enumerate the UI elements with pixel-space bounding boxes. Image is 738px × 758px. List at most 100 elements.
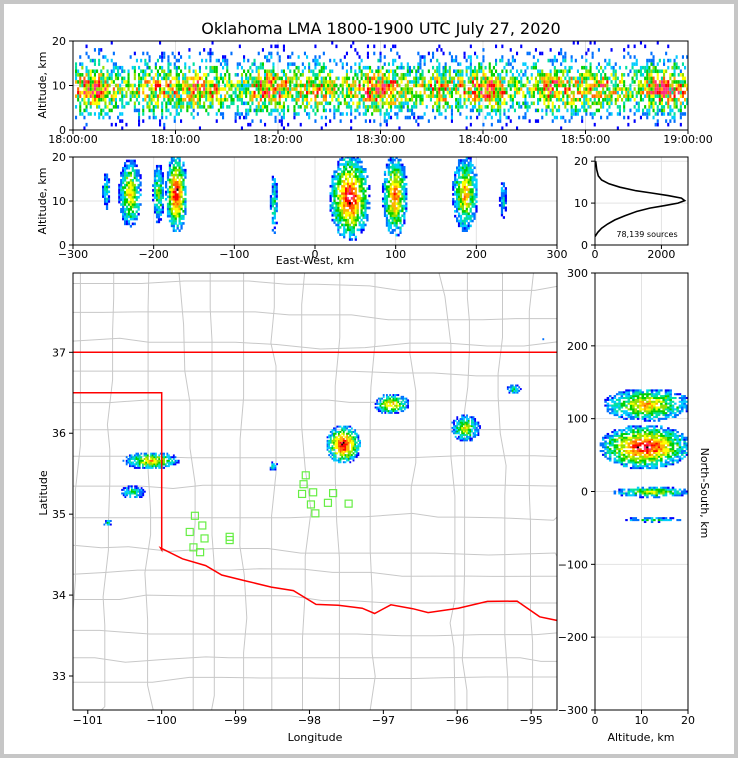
time-height-cell — [312, 87, 315, 91]
time-height-cell — [679, 112, 682, 116]
time-height-cell — [444, 62, 447, 66]
time-height-cell — [293, 87, 296, 91]
ew-source-cell — [457, 164, 461, 167]
county-line — [497, 273, 509, 710]
time-height-cell — [639, 90, 642, 95]
time-height-cell — [383, 90, 386, 95]
time-height-cell — [560, 69, 563, 74]
time-height-cell — [352, 101, 355, 106]
time-height-cell — [442, 65, 445, 70]
ew-source-cell — [399, 166, 402, 169]
ew-source-cell — [393, 170, 396, 174]
time-height-cell — [539, 97, 542, 102]
time-height-cell — [337, 94, 340, 98]
time-height-cell — [240, 83, 243, 88]
ew-source-cell — [457, 207, 461, 211]
ew-source-cell — [395, 178, 398, 181]
ew-source-cell — [387, 207, 390, 210]
time-height-cell — [555, 90, 558, 95]
plan-source-cell — [156, 463, 159, 466]
time-height-cell — [597, 62, 600, 66]
time-height-cell — [396, 51, 399, 56]
time-height-cell — [547, 80, 550, 84]
time-height-cell — [121, 65, 124, 70]
time-height-cell — [341, 76, 344, 81]
time-height-cell — [555, 73, 558, 77]
ew-source-cell — [399, 199, 402, 203]
time-height-cell — [268, 76, 271, 81]
ew-source-cell — [273, 190, 276, 193]
ew-source-cell — [461, 224, 465, 228]
time-height-cell — [287, 122, 290, 127]
ew-source-cell — [168, 202, 172, 206]
plan-source-cell — [163, 466, 165, 469]
time-height-cell — [509, 69, 512, 74]
ew-source-cell — [473, 178, 476, 182]
time-height-cell — [576, 80, 579, 84]
time-height-cell — [434, 87, 437, 91]
time-height-cell — [606, 101, 609, 106]
ew-source-cell — [457, 166, 461, 170]
time-height-cell — [106, 76, 109, 81]
plan-source-cell — [145, 459, 148, 462]
time-height-cell — [350, 97, 353, 102]
ew-source-cell — [502, 204, 506, 207]
time-height-cell — [127, 87, 130, 91]
time-height-cell — [182, 105, 185, 109]
time-height-cell — [488, 62, 491, 66]
time-height-cell — [492, 108, 495, 113]
time-height-cell — [217, 101, 220, 106]
time-height-cell — [589, 73, 592, 77]
time-height-cell — [81, 80, 84, 84]
time-height-cell — [476, 97, 479, 102]
ew-source-cell — [161, 208, 164, 212]
time-height-cell — [127, 80, 130, 84]
time-height-cell — [490, 97, 493, 102]
time-height-cell — [138, 80, 141, 84]
time-height-cell — [276, 90, 279, 95]
time-height-cell — [270, 51, 273, 56]
plan-source-cell — [158, 454, 161, 457]
time-height-cell — [675, 80, 678, 84]
time-height-cell — [595, 76, 598, 81]
ew-source-cell — [331, 206, 334, 210]
ew-source-cell — [273, 216, 276, 220]
ew-source-cell — [391, 168, 394, 172]
ew-source-cell — [385, 216, 389, 220]
time-height-cell — [230, 94, 233, 98]
time-height-cell — [612, 83, 615, 88]
ew-source-cell — [471, 164, 474, 167]
ew-source-cell — [159, 191, 163, 195]
ew-source-cell — [133, 191, 136, 194]
ew-source-cell — [356, 228, 359, 232]
ew-source-cell — [178, 180, 181, 184]
time-height-cell — [102, 108, 105, 113]
time-height-cell — [278, 105, 281, 109]
ew-source-cell — [166, 188, 170, 191]
time-height-cell — [558, 83, 561, 88]
time-height-cell — [642, 108, 645, 113]
time-height-cell — [79, 108, 82, 113]
time-height-cell — [600, 101, 603, 106]
time-height-cell — [566, 108, 569, 113]
ew-source-cell — [127, 166, 131, 170]
time-height-cell — [209, 48, 212, 52]
ew-source-cell — [178, 195, 181, 199]
time-height-cell — [408, 73, 411, 77]
time-height-cell — [219, 94, 222, 98]
time-height-cell — [482, 76, 485, 81]
ew-source-cell — [354, 235, 357, 239]
time-height-cell — [272, 94, 275, 98]
time-height-cell — [251, 101, 254, 106]
time-height-cell — [133, 108, 136, 113]
time-height-cell — [660, 80, 663, 84]
ew-source-cell — [475, 183, 478, 187]
time-height-cell — [442, 69, 445, 74]
ew-source-cell — [395, 207, 398, 210]
plan-source-cell — [132, 488, 135, 491]
ew-source-cell — [184, 190, 187, 194]
time-height-cell — [646, 80, 649, 84]
time-height-cell — [436, 90, 439, 95]
time-height-cell — [289, 55, 292, 59]
ew-source-cell — [350, 238, 354, 241]
